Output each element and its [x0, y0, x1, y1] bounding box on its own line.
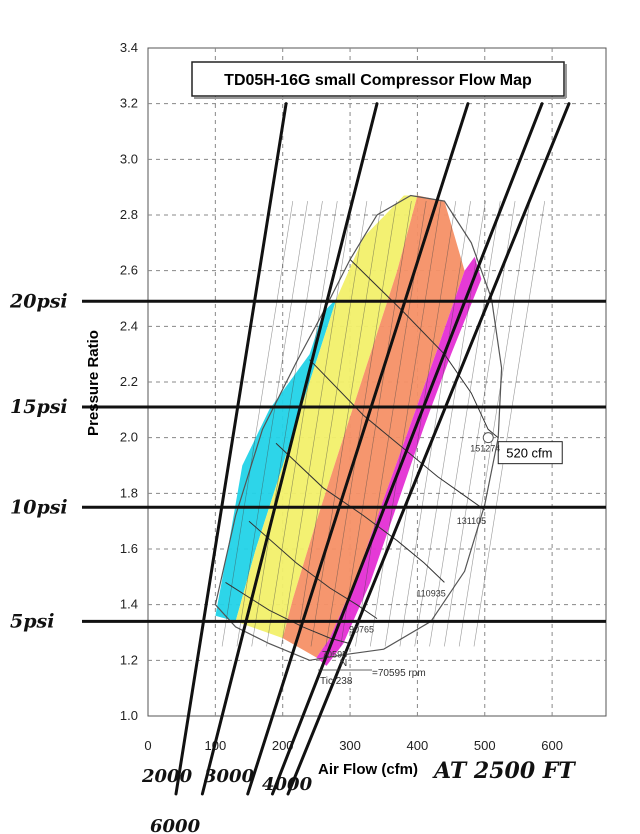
rpm-line-label: 4000 — [262, 774, 313, 795]
y-tick-label: 2.4 — [120, 318, 138, 333]
x-tick-label: 300 — [339, 738, 361, 753]
boost-line-label: 5psi — [10, 610, 54, 632]
cfm-callout: 520 cfm — [482, 432, 563, 465]
efficiency-contour — [325, 201, 397, 647]
callout-box — [497, 441, 563, 465]
efficiency-contour — [236, 201, 308, 647]
x-tick-labels: 0100200300400500600 — [144, 738, 563, 753]
efficiency-contour — [369, 201, 442, 647]
y-tick-label: 1.6 — [120, 541, 138, 556]
y-tick-label: 1.0 — [120, 708, 138, 723]
speed-line-label: 70595 — [322, 650, 347, 660]
y-tick-label: 3.4 — [120, 40, 138, 55]
speed-annotation: =70595 rpm — [372, 668, 426, 679]
rpm-line — [286, 102, 571, 796]
rpm-line — [270, 102, 544, 796]
efficiency-contour — [340, 201, 412, 647]
y-tick-label: 1.4 — [120, 597, 138, 612]
x-tick-label: 500 — [474, 738, 496, 753]
boost-line-label: 15psi — [10, 396, 68, 418]
speed-formula-denominator: Tic/238 — [320, 676, 353, 687]
y-tick-label: 2.6 — [120, 263, 138, 278]
title-box — [191, 61, 565, 97]
rpm-line-label: 3000 — [204, 766, 255, 787]
efficiency-contour — [221, 201, 294, 647]
efficiency-contour — [399, 201, 471, 647]
x-axis-label: Air Flow (cfm) — [318, 761, 418, 778]
efficiency-contour — [251, 201, 323, 647]
speed-line-label: 131105 — [457, 516, 486, 526]
x-tick-label: 0 — [144, 738, 151, 753]
x-tick-label: 400 — [407, 738, 429, 753]
band-magenta — [316, 256, 482, 666]
rpm-line-label: 2000 — [141, 766, 193, 787]
callout-marker — [482, 432, 494, 444]
y-tick-label: 3.0 — [120, 151, 138, 166]
boost-line-label: 20psi — [9, 290, 68, 312]
efficiency-contour — [444, 201, 516, 647]
efficiency-contour — [384, 201, 457, 647]
speed-line-label: 151274 — [470, 444, 500, 454]
y-tick-labels: 1.0 1.2 1.4 1.6 1.8 2.0 2.2 2.4 2.6 2.8 3.0 3.2 3.4 — [120, 40, 138, 723]
efficiency-contour — [281, 201, 353, 647]
speed-line-label: 110935 — [416, 588, 445, 598]
band-yellow — [235, 195, 418, 639]
y-axis-label: Pressure Ratio — [85, 330, 102, 436]
y-tick-label: 1.2 — [120, 652, 138, 667]
chart-title: TD05H-16G small Compressor Flow Map — [224, 72, 532, 89]
boost-lines: 5psi 10psi 15psi 20psi — [9, 290, 606, 632]
y-tick-label: 2.8 — [120, 207, 138, 222]
rpm-line-label: 6000 — [150, 816, 201, 834]
y-tick-label: 2.0 — [120, 430, 138, 445]
x-tick-label: 600 — [541, 738, 563, 753]
x-axis-note: AT 2500 FT — [432, 758, 576, 784]
efficiency-contour — [266, 201, 338, 647]
efficiency-contour — [429, 201, 501, 647]
efficiency-contour — [458, 201, 531, 647]
efficiency-contour — [473, 201, 546, 647]
x-tick-label: 200 — [272, 738, 294, 753]
y-tick-label: 1.8 — [120, 485, 138, 500]
callout-label: 520 cfm — [506, 446, 552, 461]
speed-line — [275, 442, 445, 583]
efficiency-contour — [310, 201, 383, 647]
rpm-line — [246, 102, 470, 796]
rpm-line — [200, 102, 379, 796]
y-tick-label: 2.2 — [120, 374, 138, 389]
boost-line-label: 10psi — [10, 496, 68, 518]
rpm-line — [174, 102, 288, 796]
y-tick-label: 3.2 — [120, 96, 138, 111]
speed-formula-numerator: N — [340, 658, 347, 669]
speed-line-label: 90765 — [349, 625, 374, 635]
speed-line — [225, 581, 351, 645]
